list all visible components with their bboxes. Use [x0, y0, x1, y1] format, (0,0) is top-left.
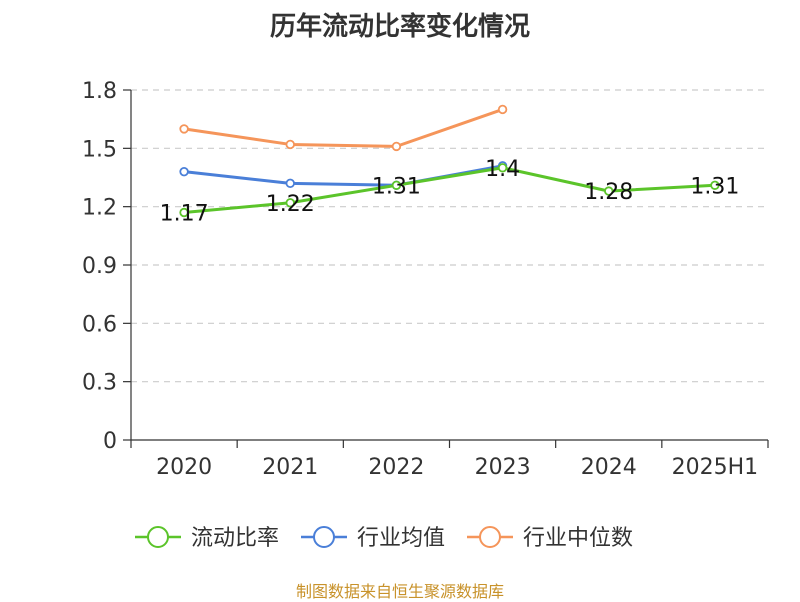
x-tick-label: 2020 [156, 455, 212, 480]
legend-marker [313, 526, 335, 548]
legend[interactable]: 流动比率 行业均值 行业中位数 [135, 526, 633, 551]
y-tick-label: 1.8 [82, 79, 117, 104]
y-tick-label: 0.3 [82, 371, 117, 396]
series-line [183, 108, 504, 148]
y-tick-label: 1.2 [82, 196, 117, 221]
data-point [179, 124, 189, 134]
y-tick-label: 0.9 [82, 254, 117, 279]
data-point [285, 198, 295, 208]
x-tick-label: 2024 [581, 455, 637, 480]
data-point [179, 166, 189, 177]
legend-label: 流动比率 [191, 526, 279, 551]
legend-item[interactable]: 行业均值 [301, 526, 445, 551]
data-point [285, 139, 295, 150]
data-point [179, 207, 189, 218]
data-label: 1.31 [372, 174, 421, 199]
gridlines [131, 89, 768, 383]
data-label: 1.4 [485, 157, 520, 182]
legend-marker [479, 526, 501, 548]
axes: 0 0.3 0.6 0.9 1.2 1.5 1.8 2020 2021 2022 2023 2024 2… [82, 79, 769, 480]
legend-label: 行业中位数 [523, 526, 633, 551]
data-labels: 1.17 1.22 1.31 1.4 1.28 1.31 [160, 157, 740, 227]
chart-title: 历年流动比率变化情况 [269, 12, 530, 42]
data-point [391, 141, 402, 152]
data-label: 1.22 [266, 192, 315, 217]
data-point [285, 178, 295, 189]
data-point [391, 180, 402, 190]
series-line [183, 166, 715, 214]
x-tick-label: 2021 [262, 455, 318, 480]
y-tick-label: 1.5 [82, 137, 117, 162]
legend-item[interactable]: 行业中位数 [467, 526, 633, 551]
data-label: 1.28 [584, 180, 633, 205]
x-tick-label: 2025H1 [672, 455, 759, 480]
legend-item[interactable]: 流动比率 [135, 526, 279, 551]
x-tick-label: 2022 [368, 455, 424, 480]
data-point [497, 163, 508, 173]
source-note: 制图数据来自恒生聚源数据库 [295, 582, 504, 601]
series-lines [179, 104, 720, 218]
y-tick-label: 0.6 [82, 312, 117, 337]
data-point [497, 104, 508, 115]
data-point [604, 186, 614, 196]
y-tick-label: 0 [103, 429, 117, 454]
x-tick-label: 2023 [475, 455, 531, 480]
data-label: 1.31 [690, 174, 739, 199]
data-point [710, 180, 720, 190]
legend-marker [147, 526, 169, 548]
data-label: 1.17 [160, 202, 209, 227]
legend-label: 行业均值 [357, 526, 445, 551]
